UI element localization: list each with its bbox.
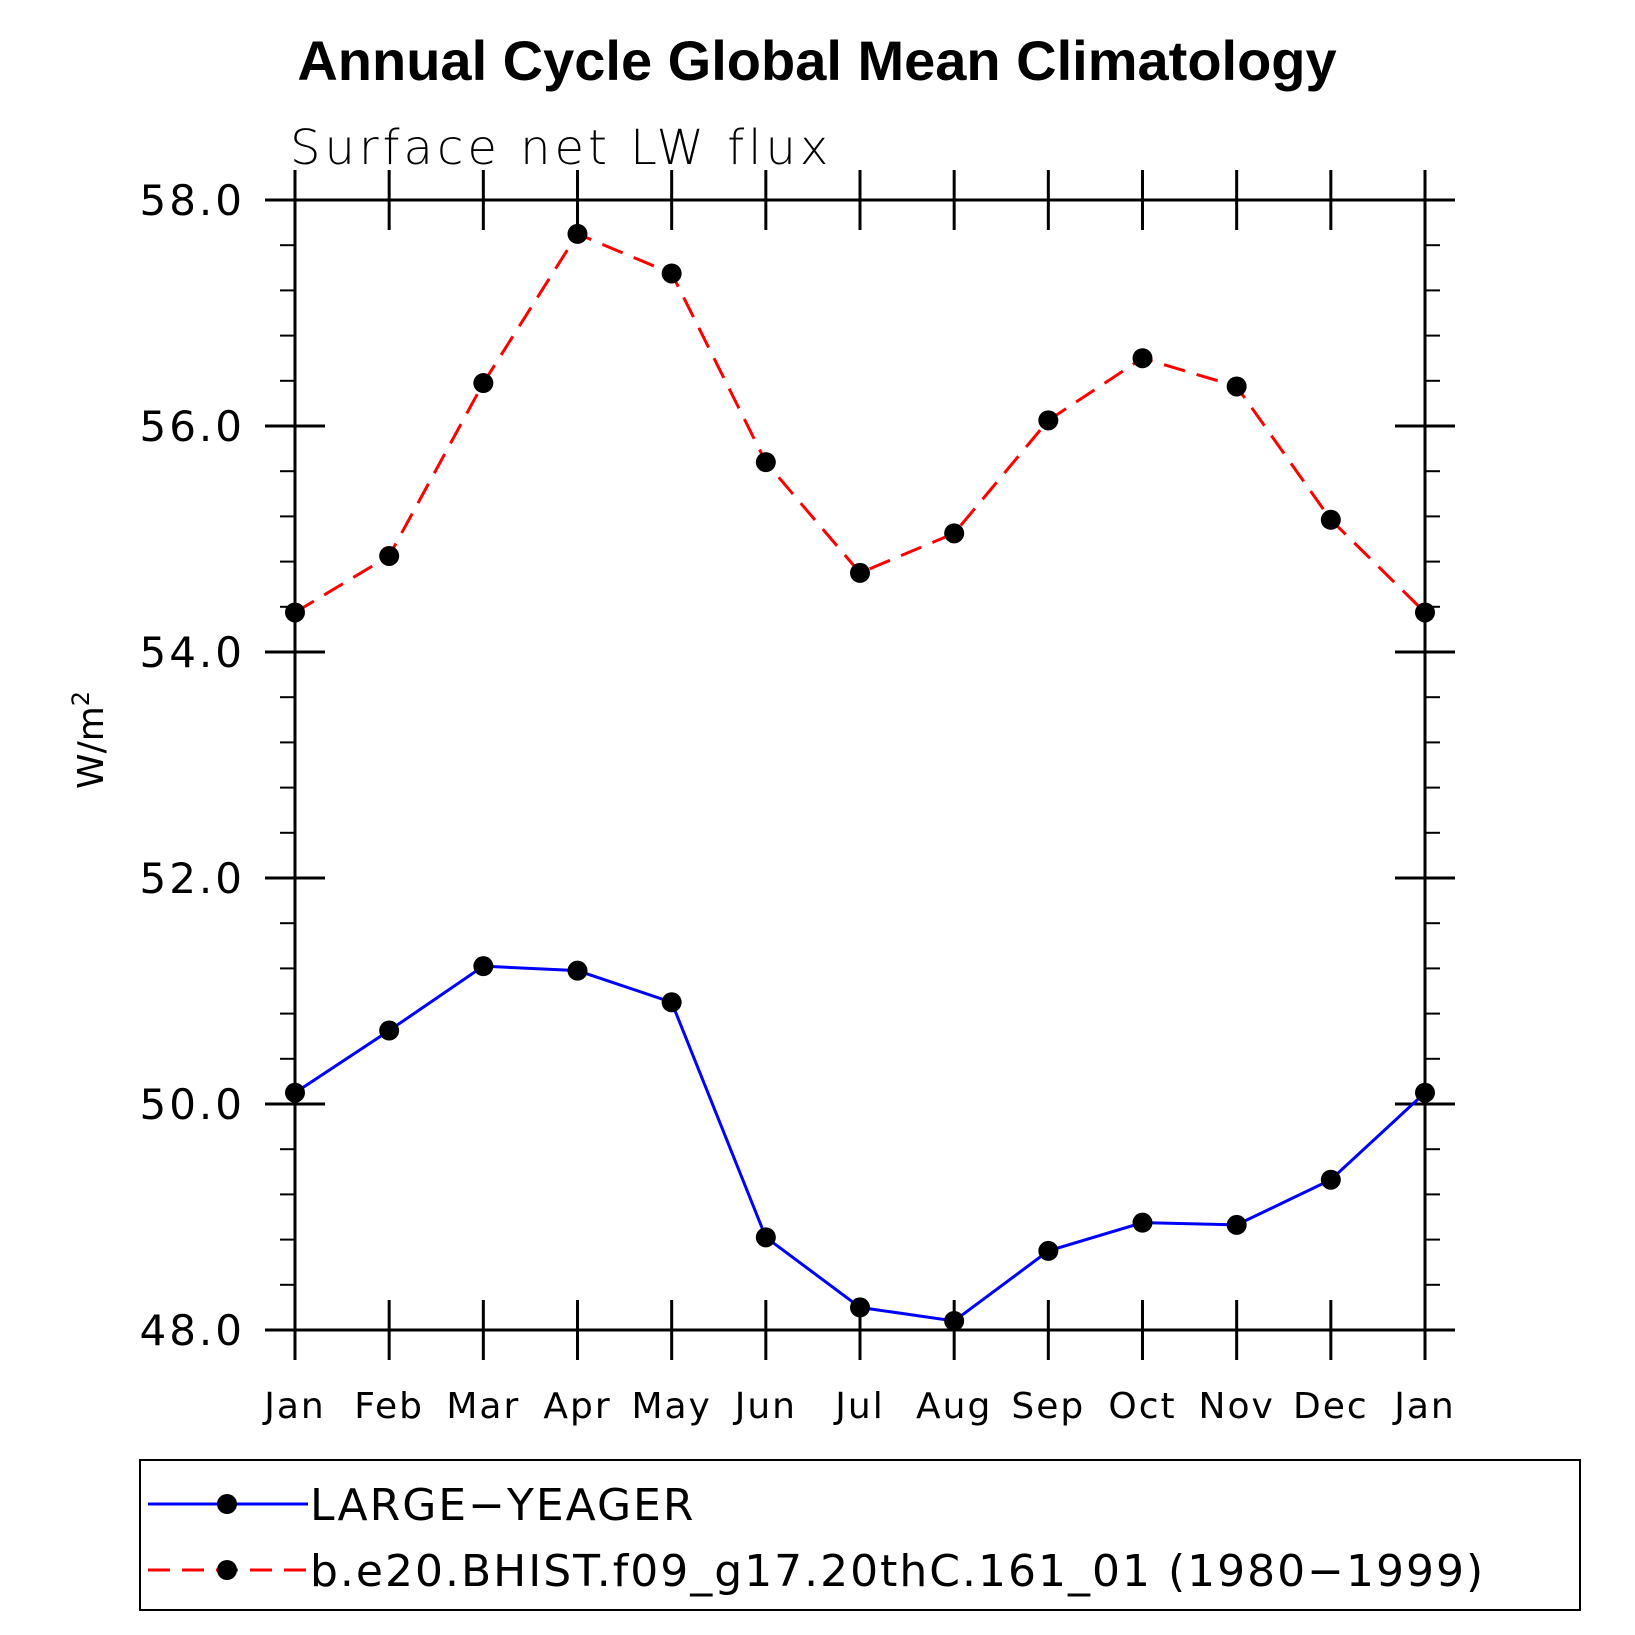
legend: LARGE−YEAGER b.e20.BHIST.f09_g17.20thC.1… xyxy=(139,1459,1581,1611)
series-1-point xyxy=(1415,602,1435,623)
plot-series xyxy=(285,223,1435,1331)
x-tick-label: Dec xyxy=(1293,1386,1369,1427)
series-1-point xyxy=(1038,410,1059,431)
legend-swatch-marker-0 xyxy=(217,1494,237,1514)
x-tick-label: May xyxy=(631,1386,711,1427)
x-tick-label: Jan xyxy=(262,1386,326,1427)
x-tick-label: Apr xyxy=(543,1386,611,1427)
x-tick-label: Sep xyxy=(1011,1386,1085,1427)
series-line-0 xyxy=(294,964,1427,1323)
y-tick-label: 54.0 xyxy=(139,628,245,677)
y-tick-label: 52.0 xyxy=(139,854,245,903)
y-axis-label-exponent: 2 xyxy=(67,691,95,706)
y-tick-label: 50.0 xyxy=(139,1080,245,1129)
series-1-point xyxy=(850,562,870,583)
x-tick-label: Mar xyxy=(446,1386,520,1427)
x-tick-label: Oct xyxy=(1108,1386,1176,1427)
series-1-point xyxy=(1226,376,1247,397)
svg-text:W/m2: W/m2 xyxy=(67,691,112,789)
series-1-point xyxy=(1132,348,1153,369)
series-1-point xyxy=(473,373,494,394)
series-0-point xyxy=(379,1020,400,1041)
chart-title: Annual Cycle Global Mean Climatology xyxy=(297,29,1336,92)
legend-swatch-marker-1 xyxy=(217,1560,237,1580)
series-line-1 xyxy=(294,232,1427,614)
x-tick-label: Aug xyxy=(916,1386,992,1427)
y-axis-label: W/m xyxy=(71,706,112,789)
legend-label-0: LARGE−YEAGER xyxy=(310,1480,695,1531)
y-tick-label: 48.0 xyxy=(139,1306,245,1355)
series-0-point xyxy=(944,1310,965,1331)
x-tick-label: Jun xyxy=(733,1386,797,1427)
series-0-point xyxy=(1038,1240,1059,1261)
series-0-point xyxy=(755,1227,776,1248)
plot-frame xyxy=(293,198,1427,1332)
legend-box xyxy=(139,1459,1581,1611)
x-tick-label: Feb xyxy=(354,1386,424,1427)
x-tick-label: Jan xyxy=(1392,1386,1456,1427)
y-tick-label: 56.0 xyxy=(139,402,245,451)
series-1-point xyxy=(285,602,305,623)
series-0-point xyxy=(473,956,494,977)
series-0-point xyxy=(1226,1214,1247,1235)
series-1-point xyxy=(567,223,588,244)
legend-label-1: b.e20.BHIST.f09_g17.20thC.161_01 (1980−1… xyxy=(310,1546,1485,1597)
chart-subtitle: Surface net LW flux xyxy=(290,120,832,176)
series-1-point xyxy=(755,452,776,473)
series-0-point xyxy=(661,992,682,1013)
series-1-point xyxy=(1320,509,1341,530)
x-tick-label: Nov xyxy=(1199,1386,1275,1427)
series-0-point xyxy=(567,960,588,981)
x-tick-label: Jul xyxy=(833,1386,884,1427)
series-1-point xyxy=(661,263,682,284)
series-0-point xyxy=(1415,1082,1435,1103)
y-axis-title: W/m2 xyxy=(67,691,112,789)
series-1-point xyxy=(944,523,965,544)
series-1-point xyxy=(379,545,400,566)
y-axis: 48.0 50.0 52.0 54.0 56.0 58.0 xyxy=(139,176,1455,1355)
series-0-point xyxy=(1320,1169,1341,1190)
series-0-point xyxy=(850,1297,870,1318)
series-0-point xyxy=(1132,1212,1153,1233)
y-tick-label: 58.0 xyxy=(139,176,245,225)
x-axis: Jan Feb Mar Apr May Jun Jul Aug Sep Oct Nov Dec Jan xyxy=(262,170,1456,1427)
series-0-point xyxy=(285,1082,305,1103)
